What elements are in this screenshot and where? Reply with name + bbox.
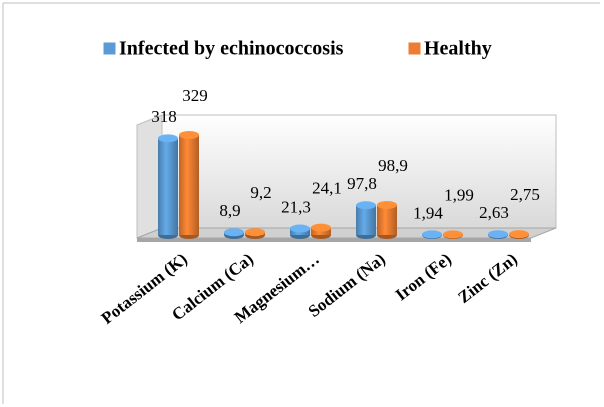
bar	[158, 134, 178, 239]
bar	[377, 200, 397, 239]
bar-body	[356, 205, 376, 235]
data-label: 9,2	[250, 183, 271, 202]
data-label: 97,8	[347, 174, 377, 193]
floor-edge	[137, 238, 531, 242]
bar	[488, 230, 508, 239]
legend-swatch	[407, 41, 422, 56]
legend-label: Healthy	[424, 38, 492, 60]
bar	[245, 228, 265, 239]
data-label: 8,9	[219, 201, 240, 220]
data-label: 318	[151, 107, 177, 126]
bar	[509, 230, 529, 239]
bar-top	[377, 200, 397, 209]
bar-top	[311, 223, 331, 232]
bar-top	[290, 224, 310, 233]
data-label: 21,3	[281, 197, 311, 216]
bar	[356, 201, 376, 239]
bar	[422, 230, 442, 239]
bar-body	[158, 138, 178, 235]
legend-swatch	[102, 41, 117, 56]
bar-top	[179, 131, 199, 139]
data-label: 329	[182, 86, 208, 105]
bar-top	[443, 230, 463, 239]
legend-label: Infected by echinococcosis	[119, 38, 344, 60]
bar-top	[158, 134, 178, 143]
bar-top	[422, 230, 442, 239]
data-label: 1,99	[444, 185, 474, 204]
bar	[224, 228, 244, 239]
bar-top	[488, 230, 508, 239]
data-label: 1,94	[413, 203, 443, 222]
data-label: 2,75	[510, 185, 540, 204]
data-label: 24,1	[312, 179, 342, 198]
data-label: 98,9	[378, 156, 408, 175]
bar-top	[509, 230, 529, 239]
x-tick-label: Zinc (Zn)	[454, 249, 520, 307]
bar-top	[245, 228, 265, 237]
bar-body	[179, 135, 199, 235]
bar	[443, 230, 463, 239]
bar-top	[356, 201, 376, 210]
bar	[311, 223, 331, 239]
x-tick-label: Iron (Fe)	[392, 249, 455, 304]
bar	[179, 131, 199, 239]
bar	[290, 224, 310, 239]
bar-top	[224, 228, 244, 237]
bar-body	[377, 204, 397, 235]
data-label: 2,63	[479, 203, 509, 222]
